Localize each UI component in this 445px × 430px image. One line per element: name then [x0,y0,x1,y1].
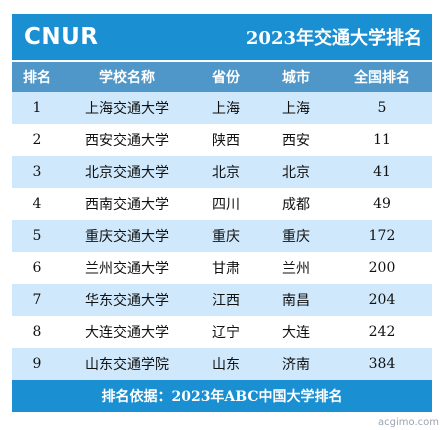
table-row: 5 重庆交通大学 重庆 重庆 172 [12,220,432,252]
ranking-card: CNUR 2023年交通大学排名 排名 学校名称 省份 城市 全国排名 1 上海… [12,14,432,412]
table-row: 7 华东交通大学 江西 南昌 204 [12,284,432,316]
rank-cell: 8 [32,324,42,340]
national-rank-cell: 204 [368,292,396,308]
city-cell: 济南 [282,357,310,373]
table-header: 排名 学校名称 省份 城市 全国排名 [12,62,432,92]
school-cell: 上海交通大学 [85,101,169,117]
title-banner: CNUR 2023年交通大学排名 [12,14,432,60]
watermark: acgimo.com [378,417,439,428]
province-cell: 江西 [212,293,240,309]
province-cell: 北京 [212,165,240,181]
rank-cell: 7 [32,292,42,308]
school-cell: 重庆交通大学 [85,229,169,245]
table-row: 1 上海交通大学 上海 上海 5 [12,92,432,124]
page-title: 2023年交通大学排名 [245,28,422,49]
rank-cell: 6 [32,260,42,276]
table-row: 9 山东交通学院 山东 济南 384 [12,348,432,380]
source-text: 排名依据：2023年ABC中国大学排名 [101,389,343,405]
column-header-province: 省份 [212,70,240,86]
national-rank-cell: 172 [368,228,396,244]
national-rank-cell: 41 [373,164,391,180]
rank-cell: 1 [32,100,42,116]
city-cell: 南昌 [282,293,310,309]
rank-cell: 9 [32,356,42,372]
table-row: 2 西安交通大学 陕西 西安 11 [12,124,432,156]
province-cell: 甘肃 [212,261,240,277]
source-footer: 排名依据：2023年ABC中国大学排名 [12,380,432,412]
school-cell: 大连交通大学 [85,325,169,341]
city-cell: 成都 [282,197,310,213]
school-cell: 西南交通大学 [85,197,169,213]
rank-cell: 2 [32,132,42,148]
national-rank-cell: 5 [377,100,387,116]
province-cell: 陕西 [212,133,240,149]
city-cell: 重庆 [282,229,310,245]
column-header-school: 学校名称 [99,70,155,86]
city-cell: 上海 [282,101,310,117]
table-row: 6 兰州交通大学 甘肃 兰州 200 [12,252,432,284]
province-cell: 四川 [212,197,240,213]
school-cell: 兰州交通大学 [85,261,169,277]
rank-cell: 3 [32,164,42,180]
national-rank-cell: 200 [368,260,396,276]
province-cell: 重庆 [212,229,240,245]
city-cell: 大连 [282,325,310,341]
province-cell: 山东 [212,357,240,373]
column-header-national-rank: 全国排名 [354,70,410,86]
province-cell: 辽宁 [212,325,240,341]
city-cell: 兰州 [282,261,310,277]
school-cell: 华东交通大学 [85,293,169,309]
school-cell: 北京交通大学 [85,165,169,181]
column-header-rank: 排名 [23,70,51,86]
brand-logo: CNUR [24,24,99,50]
table-row: 8 大连交通大学 辽宁 大连 242 [12,316,432,348]
city-cell: 北京 [282,165,310,181]
school-cell: 西安交通大学 [85,133,169,149]
national-rank-cell: 49 [373,196,391,212]
city-cell: 西安 [282,133,310,149]
national-rank-cell: 384 [368,356,396,372]
school-cell: 山东交通学院 [85,357,169,373]
column-header-city: 城市 [282,70,310,86]
table-row: 4 西南交通大学 四川 成都 49 [12,188,432,220]
rank-cell: 5 [32,228,42,244]
national-rank-cell: 11 [373,132,391,148]
province-cell: 上海 [212,101,240,117]
rank-cell: 4 [32,196,42,212]
table-row: 3 北京交通大学 北京 北京 41 [12,156,432,188]
national-rank-cell: 242 [368,324,396,340]
